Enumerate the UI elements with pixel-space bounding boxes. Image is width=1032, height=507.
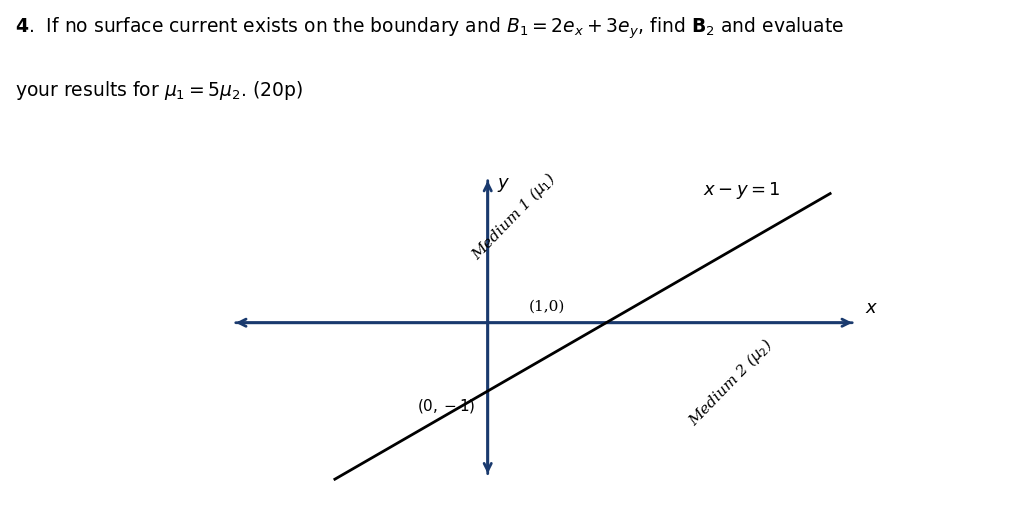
Text: your results for $\mu_1 = 5\mu_2$. (20p): your results for $\mu_1 = 5\mu_2$. (20p) bbox=[15, 79, 303, 101]
Text: (1,0): (1,0) bbox=[528, 300, 565, 314]
Text: $x$: $x$ bbox=[865, 299, 878, 316]
Text: $(0,-1)$: $(0,-1)$ bbox=[417, 396, 476, 415]
Text: $\mathbf{4}$.  If no surface current exists on the boundary and $B_1 = 2e_x + 3e: $\mathbf{4}$. If no surface current exis… bbox=[15, 15, 844, 41]
Text: Medium 2 ($\mu_2$): Medium 2 ($\mu_2$) bbox=[684, 336, 777, 430]
Text: $x - y = 1$: $x - y = 1$ bbox=[704, 180, 781, 201]
Text: $y$: $y$ bbox=[497, 176, 511, 194]
Text: Medium 1 ($\mu_1$): Medium 1 ($\mu_1$) bbox=[467, 169, 560, 264]
